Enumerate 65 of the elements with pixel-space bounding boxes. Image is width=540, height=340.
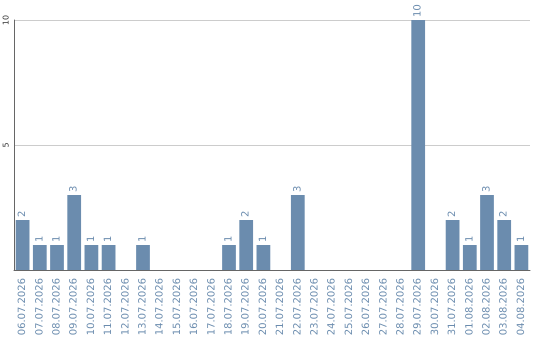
bar bbox=[411, 20, 426, 270]
data-label: 3 bbox=[292, 186, 304, 192]
x-tick-label: 23.07.2026 bbox=[310, 278, 320, 336]
bar bbox=[84, 245, 98, 270]
bar bbox=[446, 220, 460, 270]
bar bbox=[16, 220, 30, 270]
x-tick-label: 19.07.2026 bbox=[240, 278, 252, 336]
data-label: 1 bbox=[52, 236, 62, 242]
x-tick-label: 17.07.2026 bbox=[206, 278, 218, 336]
x-tick-label: 12.07.2026 bbox=[120, 278, 132, 336]
data-label: 3 bbox=[68, 186, 80, 192]
x-tick-label: 16.07.2026 bbox=[189, 278, 200, 336]
x-tick-label: 02.08.2026 bbox=[482, 278, 492, 336]
data-label: 2 bbox=[447, 210, 458, 217]
x-tick-label: 25.07.2026 bbox=[344, 278, 355, 336]
x-tick-label: 11.07.2026 bbox=[103, 278, 114, 336]
bar bbox=[290, 195, 305, 270]
data-label: 1 bbox=[34, 236, 46, 242]
x-tick-label: 18.07.2026 bbox=[224, 278, 234, 336]
x-tick-label: 29.07.2026 bbox=[412, 278, 424, 336]
data-label: 1 bbox=[464, 236, 476, 242]
bar bbox=[102, 245, 116, 270]
bar bbox=[462, 245, 477, 270]
x-tick-label: 04.08.2026 bbox=[516, 278, 527, 336]
bar bbox=[497, 220, 512, 270]
x-tick-label: 15.07.2026 bbox=[172, 278, 183, 336]
bar bbox=[239, 220, 254, 270]
x-tick-label: 21.07.2026 bbox=[275, 278, 286, 336]
data-label: 1 bbox=[86, 236, 97, 242]
x-tick-label: 24.07.2026 bbox=[326, 278, 338, 336]
data-label: 1 bbox=[258, 236, 269, 242]
data-label: 1 bbox=[224, 236, 234, 242]
x-tick-label: 26.07.2026 bbox=[361, 278, 372, 336]
data-label: 1 bbox=[138, 236, 148, 242]
bar bbox=[50, 245, 64, 270]
bar bbox=[514, 245, 528, 270]
x-tick-label: 30.07.2026 bbox=[430, 278, 441, 336]
x-tick-label: 31.07.2026 bbox=[447, 278, 458, 336]
bar bbox=[222, 245, 236, 270]
x-tick-label: 13.07.2026 bbox=[138, 278, 148, 336]
data-label: 10 bbox=[412, 4, 424, 17]
y-tick-label: 5 bbox=[2, 142, 10, 148]
data-label: 1 bbox=[516, 236, 527, 242]
data-label: 1 bbox=[103, 236, 114, 242]
x-tick-label: 08.07.2026 bbox=[52, 278, 62, 336]
x-tick-label: 03.08.2026 bbox=[498, 278, 510, 336]
data-label: 2 bbox=[498, 210, 510, 217]
bar bbox=[256, 245, 270, 270]
data-label: 2 bbox=[240, 210, 252, 217]
x-tick-label: 27.07.2026 bbox=[378, 278, 390, 336]
bar bbox=[67, 195, 82, 270]
bar bbox=[480, 195, 494, 270]
x-tick-label: 09.07.2026 bbox=[68, 278, 80, 336]
bar bbox=[136, 245, 150, 270]
x-tick-label: 07.07.2026 bbox=[34, 278, 46, 336]
x-tick-label: 22.07.2026 bbox=[292, 278, 304, 336]
bar bbox=[32, 245, 47, 270]
x-tick-label: 01.08.2026 bbox=[464, 278, 476, 336]
x-tick-label: 28.07.2026 bbox=[396, 278, 406, 336]
x-tick-label: 20.07.2026 bbox=[258, 278, 269, 336]
x-tick-label: 06.07.2026 bbox=[17, 278, 28, 336]
x-tick-label: 14.07.2026 bbox=[154, 278, 166, 336]
data-label: 3 bbox=[482, 186, 492, 192]
data-label: 2 bbox=[17, 210, 28, 217]
x-tick-label: 10.07.2026 bbox=[86, 278, 97, 336]
